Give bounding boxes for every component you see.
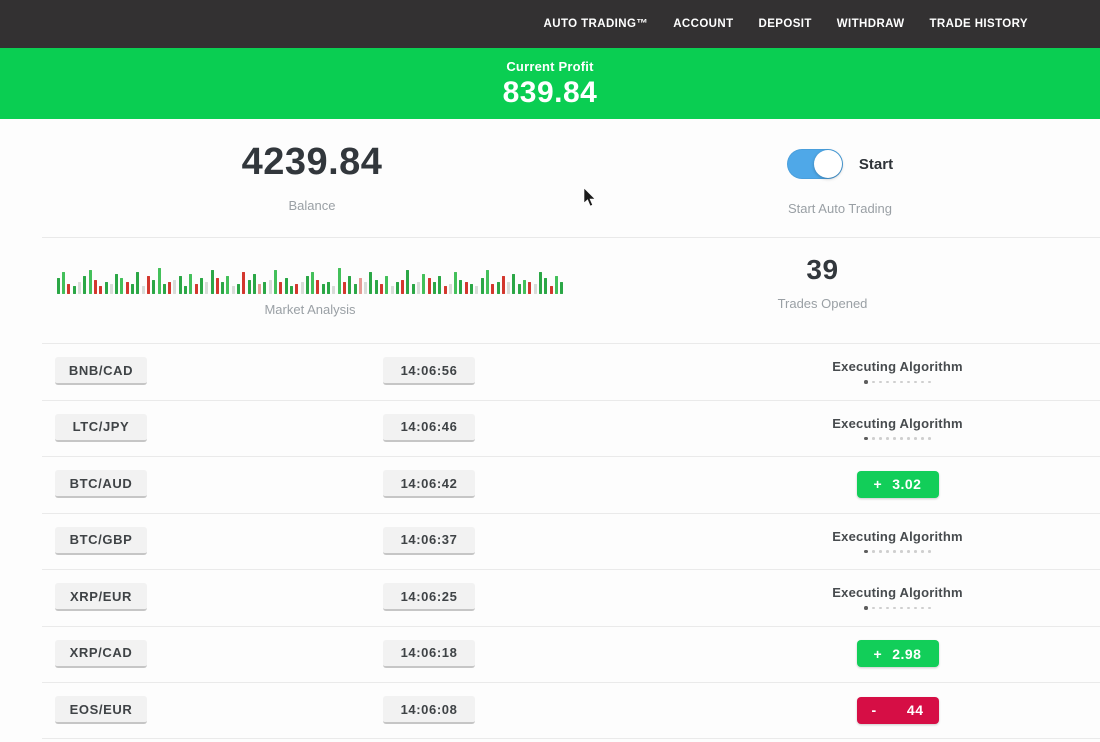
status-cell: - 44 <box>795 682 1000 739</box>
executing-algorithm-label: Executing Algorithm <box>832 528 963 544</box>
pair-badge: BNB/CAD <box>55 357 147 385</box>
trade-row: XRP/CAD 14:06:18 +2.98 <box>0 625 1100 683</box>
summary-section: 4239.84 Balance Start Start Auto Trading <box>0 119 1100 237</box>
profit-value: 839.84 <box>502 76 598 109</box>
time-badge: 14:06:08 <box>383 696 475 724</box>
loading-dots-icon <box>864 549 931 553</box>
trade-row: BNB/CAD 14:06:56 Executing Algorithm <box>0 343 1100 400</box>
status-cell: +3.02 <box>795 456 1000 513</box>
status-cell: +2.98 <box>795 626 1000 683</box>
profit-banner: Current Profit 839.84 <box>0 48 1100 119</box>
time-badge: 14:06:25 <box>383 583 475 611</box>
trades-opened-block: 39 Trades Opened <box>700 254 945 311</box>
balance-value: 4239.84 <box>241 141 383 183</box>
result-sign: - <box>871 702 877 719</box>
result-amount: 3.02 <box>892 476 922 493</box>
trades-opened-label: Trades Opened <box>777 296 868 311</box>
trades-list: BNB/CAD 14:06:56 Executing Algorithm LTC/JP… <box>0 343 1100 739</box>
nav-item-trade-history[interactable]: TRADE HISTORY <box>929 18 1028 30</box>
trade-row: XRP/EUR 14:06:25 Executing Algorithm <box>0 569 1100 626</box>
top-nav: AUTO TRADING™ ACCOUNT DEPOSIT WITHDRAW TRADE… <box>0 0 1100 48</box>
pair-badge: XRP/CAD <box>55 639 147 668</box>
profit-label: Current Profit <box>506 59 594 74</box>
pair-badge: LTC/JPY <box>55 413 147 442</box>
balance-label: Balance <box>288 198 336 213</box>
market-analysis-label: Market Analysis <box>264 302 356 317</box>
pair-badge: EOS/EUR <box>55 696 147 724</box>
analysis-section: Market Analysis 39 Trades Opened <box>0 238 1100 343</box>
market-analysis-block: Market Analysis <box>40 252 580 317</box>
trade-row: BTC/GBP 14:06:37 Executing Algorithm <box>0 512 1100 570</box>
loss-badge: - 44 <box>856 696 939 724</box>
time-badge: 14:06:37 <box>383 526 475 555</box>
nav-item-auto-trading[interactable]: AUTO TRADING™ <box>543 18 649 30</box>
time-badge: 14:06:56 <box>383 357 475 385</box>
nav-item-withdraw[interactable]: WITHDRAW <box>836 18 905 30</box>
executing-algorithm-label: Executing Algorithm <box>832 359 963 374</box>
trades-opened-value: 39 <box>806 254 839 285</box>
executing-algorithm-label: Executing Algorithm <box>832 415 963 431</box>
toggle-knob-icon <box>813 150 842 178</box>
loading-dots-icon <box>864 380 931 384</box>
profit-badge: +3.02 <box>856 470 939 498</box>
result-sign: + <box>873 476 883 493</box>
status-cell: Executing Algorithm <box>795 513 1000 570</box>
time-badge: 14:06:46 <box>383 413 475 442</box>
executing-algorithm-label: Executing Algorithm <box>832 585 963 600</box>
status-cell: Executing Algorithm <box>795 343 1000 400</box>
toggle-caption: Start Auto Trading <box>787 201 893 216</box>
section-divider <box>42 237 1100 238</box>
toggle-label: Start <box>858 155 894 173</box>
balance-block: 4239.84 Balance <box>0 141 624 213</box>
trade-row: LTC/JPY 14:06:46 Executing Algorithm <box>0 399 1100 457</box>
result-sign: + <box>873 645 883 662</box>
status-cell: Executing Algorithm <box>795 569 1000 626</box>
result-amount: 2.98 <box>892 645 922 662</box>
nav-item-account[interactable]: ACCOUNT <box>673 18 734 30</box>
loading-dots-icon <box>864 606 931 610</box>
pair-badge: XRP/EUR <box>55 583 147 611</box>
market-analysis-chart <box>40 252 580 294</box>
pair-badge: BTC/AUD <box>55 470 147 498</box>
time-badge: 14:06:18 <box>383 639 475 668</box>
loading-dots-icon <box>864 436 931 440</box>
nav-item-deposit[interactable]: DEPOSIT <box>758 18 812 30</box>
trade-row: EOS/EUR 14:06:08 - 44 <box>0 682 1100 739</box>
pair-badge: BTC/GBP <box>55 526 147 555</box>
auto-trading-toggle[interactable] <box>786 149 843 179</box>
status-cell: Executing Algorithm <box>795 400 1000 457</box>
auto-trading-block: Start Start Auto Trading <box>700 149 980 216</box>
time-badge: 14:06:42 <box>383 470 475 498</box>
result-amount: 44 <box>906 702 924 719</box>
trade-row: BTC/AUD 14:06:42 +3.02 <box>0 456 1100 513</box>
profit-badge: +2.98 <box>856 640 939 668</box>
